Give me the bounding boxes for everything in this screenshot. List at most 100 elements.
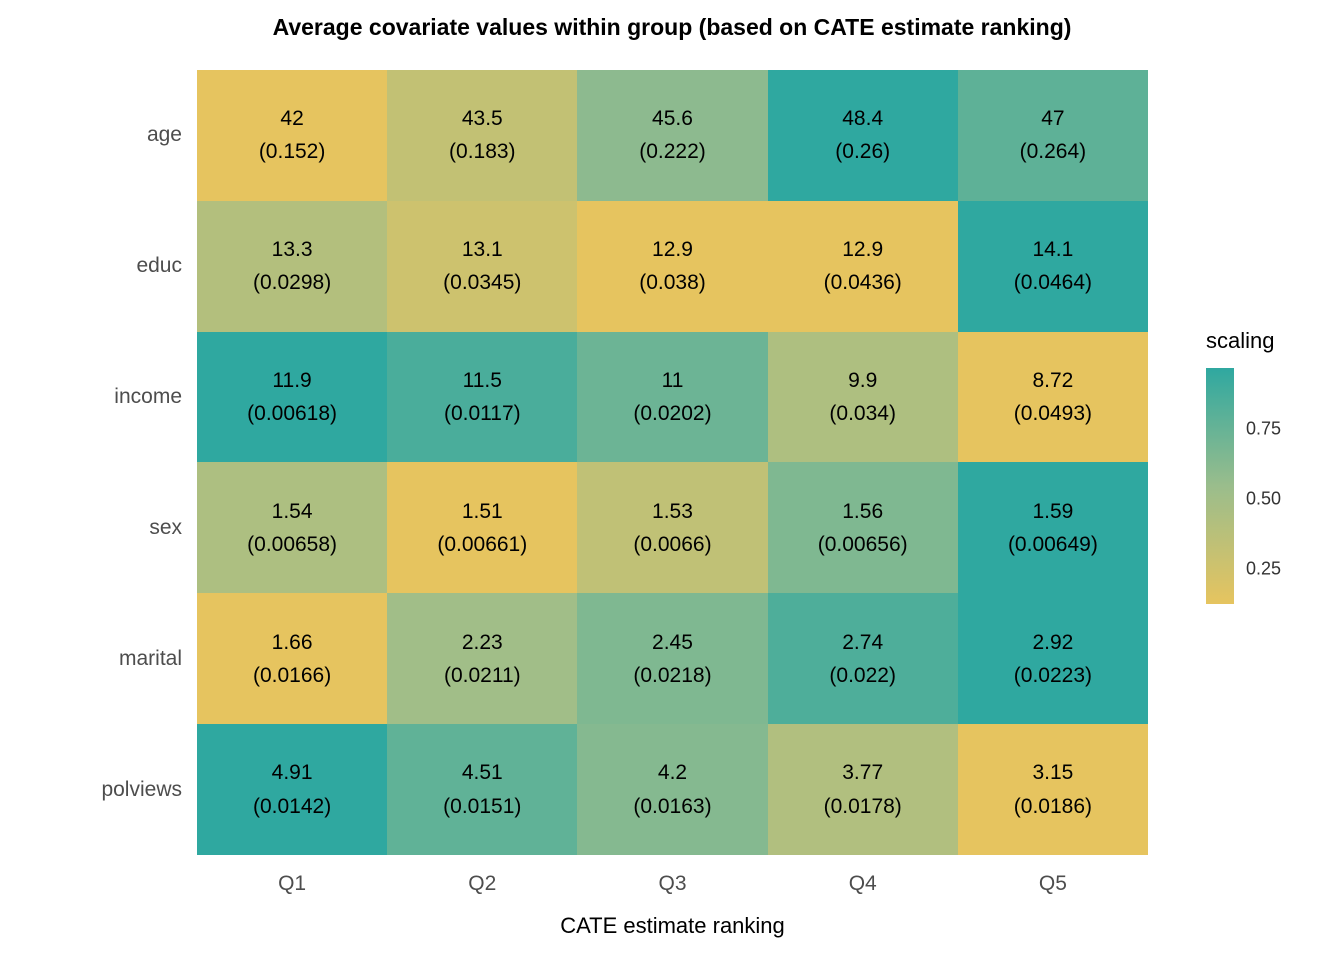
cell-standard-error: (0.0298) xyxy=(252,271,332,295)
cell-value: 43.5 xyxy=(461,107,503,131)
heatmap-cell-age-q2: 43.5 (0.183) xyxy=(387,70,578,201)
cell-value: 1.59 xyxy=(1032,499,1074,523)
legend-tick-label-1: 0.50 xyxy=(1246,488,1282,509)
cell-value: 48.4 xyxy=(842,107,884,131)
cell-value: 13.3 xyxy=(271,238,313,262)
cell-value: 2.74 xyxy=(842,630,884,654)
cell-value: 4.91 xyxy=(271,761,313,785)
cell-value: 3.77 xyxy=(842,761,884,785)
cell-value: 9.9 xyxy=(848,368,878,392)
cell-standard-error: (0.0166) xyxy=(252,663,332,687)
cell-value: 13.1 xyxy=(461,238,503,262)
cell-standard-error: (0.152) xyxy=(258,140,326,164)
heatmap-cell-income-q5: 8.72 (0.0493) xyxy=(957,331,1148,463)
cell-value: 42 xyxy=(280,107,304,131)
heatmap-cell-polviews-q2: 4.51 (0.0151) xyxy=(387,724,578,855)
heatmap-cell-educ-q5: 14.1 (0.0464) xyxy=(957,200,1148,332)
cell-value: 11.9 xyxy=(272,368,312,392)
heatmap-cell-sex-q5: 1.59 (0.00649) xyxy=(957,462,1148,594)
heatmap-cell-marital-q3: 2.45 (0.0218) xyxy=(577,593,768,725)
cell-standard-error: (0.0151) xyxy=(443,794,522,818)
y-axis-label-sex: sex xyxy=(149,515,182,539)
legend: scaling 0.75 0.50 0.25 xyxy=(1206,328,1344,604)
heatmap-cell-age-q5: 47 (0.264) xyxy=(957,70,1148,201)
x-axis-label-q2: Q2 xyxy=(468,872,497,895)
heatmap-cell-polviews-q1: 4.91 (0.0142) xyxy=(197,724,388,855)
heatmap-cell-marital-q4: 2.74 (0.022) xyxy=(767,593,958,725)
y-axis-label-age: age xyxy=(146,123,182,147)
cell-standard-error: (0.038) xyxy=(639,271,706,295)
cell-standard-error: (0.0493) xyxy=(1013,402,1092,426)
cell-value: 4.51 xyxy=(461,761,503,785)
heatmap-cell-sex-q4: 1.56 (0.00656) xyxy=(767,462,958,594)
cell-standard-error: (0.0223) xyxy=(1013,663,1092,687)
cell-standard-error: (0.0202) xyxy=(633,402,712,426)
y-axis-label-educ: educ xyxy=(136,254,182,278)
heatmap-cell-polviews-q5: 3.15 (0.0186) xyxy=(957,724,1148,855)
legend-tick-label-2: 0.25 xyxy=(1246,558,1282,579)
y-axis-labels: age educ income sex marital polviews xyxy=(0,70,182,855)
legend-tick-label-0: 0.75 xyxy=(1246,418,1282,439)
cell-standard-error: (0.0066) xyxy=(633,532,712,556)
heatmap-cell-marital-q5: 2.92 (0.0223) xyxy=(957,593,1148,725)
heatmap-panel: 42 (0.152) 43.5 (0.183) 45.6 (0.222) 48.4 (0.26… xyxy=(197,70,1148,855)
y-axis-label-polviews: polviews xyxy=(101,777,182,801)
heatmap-cell-sex-q2: 1.51 (0.00661) xyxy=(387,462,578,594)
heatmap-cell-educ-q4: 12.9 (0.0436) xyxy=(767,200,958,332)
cell-standard-error: (0.26) xyxy=(835,140,891,164)
cell-value: 11 xyxy=(661,368,684,392)
heatmap-cell-income-q1: 11.9 (0.00618) xyxy=(197,331,388,463)
cell-value: 1.51 xyxy=(461,499,503,523)
cell-value: 14.1 xyxy=(1032,238,1074,262)
cell-standard-error: (0.00658) xyxy=(247,532,338,556)
cell-value: 2.23 xyxy=(461,630,503,654)
heatmap-cell-marital-q2: 2.23 (0.0211) xyxy=(387,593,578,725)
heatmap-cell-income-q4: 9.9 (0.034) xyxy=(767,331,958,463)
cell-value: 1.54 xyxy=(271,499,313,523)
cell-value: 11.5 xyxy=(462,368,502,392)
heatmap-cell-income-q2: 11.5 (0.0117) xyxy=(387,331,578,463)
cell-standard-error: (0.0211) xyxy=(443,663,521,687)
cell-value: 1.53 xyxy=(652,499,693,523)
heatmap-cell-polviews-q3: 4.2 (0.0163) xyxy=(577,724,768,855)
cell-standard-error: (0.00618) xyxy=(247,402,338,426)
heatmap-cell-marital-q1: 1.66 (0.0166) xyxy=(197,593,388,725)
y-axis-label-marital: marital xyxy=(118,646,182,670)
cell-standard-error: (0.0186) xyxy=(1013,794,1092,818)
legend-gradient-bar xyxy=(1206,368,1234,604)
cell-standard-error: (0.183) xyxy=(449,140,516,164)
heatmap-cell-age-q3: 45.6 (0.222) xyxy=(577,70,768,201)
x-axis-label-q1: Q1 xyxy=(278,872,307,895)
cell-standard-error: (0.00656) xyxy=(817,532,908,556)
cell-value: 47 xyxy=(1041,107,1065,131)
cell-standard-error: (0.264) xyxy=(1019,140,1087,164)
cell-standard-error: (0.0218) xyxy=(633,663,712,687)
cell-value: 12.9 xyxy=(842,238,884,262)
chart-title: Average covariate values within group (b… xyxy=(272,14,1072,40)
cell-standard-error: (0.0117) xyxy=(443,402,521,426)
heatmap-cell-sex-q3: 1.53 (0.0066) xyxy=(577,462,768,594)
x-axis-label-q4: Q4 xyxy=(848,872,877,895)
cell-standard-error: (0.00649) xyxy=(1007,532,1098,556)
cell-standard-error: (0.0178) xyxy=(823,794,902,818)
heatmap-cell-polviews-q4: 3.77 (0.0178) xyxy=(767,724,958,855)
cell-standard-error: (0.222) xyxy=(639,140,706,164)
cell-value: 12.9 xyxy=(652,238,693,262)
heatmap-cell-educ-q1: 13.3 (0.0298) xyxy=(197,200,388,332)
cell-standard-error: (0.0436) xyxy=(823,271,902,295)
cell-value: 2.45 xyxy=(652,630,693,654)
cell-standard-error: (0.0163) xyxy=(633,794,712,818)
x-axis-label-q3: Q3 xyxy=(658,872,687,895)
legend-title: scaling xyxy=(1206,328,1275,353)
cell-value: 1.56 xyxy=(842,499,884,523)
heatmap-cell-age-q1: 42 (0.152) xyxy=(197,70,388,201)
cell-standard-error: (0.034) xyxy=(829,402,896,426)
x-axis-title: CATE estimate ranking xyxy=(560,913,785,938)
cell-standard-error: (0.022) xyxy=(829,663,896,687)
heatmap-cell-educ-q3: 12.9 (0.038) xyxy=(577,200,768,332)
cell-standard-error: (0.0142) xyxy=(252,794,332,818)
cell-standard-error: (0.0464) xyxy=(1013,271,1092,295)
cell-standard-error: (0.00661) xyxy=(437,532,528,556)
y-axis-label-income: income xyxy=(114,385,182,409)
